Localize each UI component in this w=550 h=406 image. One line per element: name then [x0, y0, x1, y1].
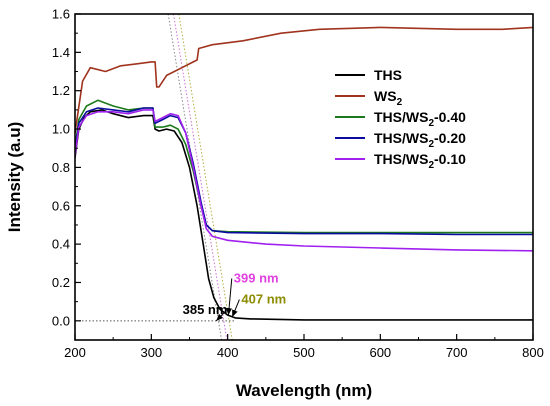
annotations: 385 nm 399 nm 407 nm — [183, 270, 286, 322]
annotation-arrow — [226, 278, 233, 316]
tangent-line — [178, 14, 233, 340]
legend: THS WS2THS/WS2-0.40THS/WS2-0.20THS/WS2-0.… — [335, 67, 466, 171]
x-axis-ticks: 200 300 400 500 600 700 800 — [64, 334, 544, 360]
x-tick-label: 700 — [446, 345, 468, 360]
series-line — [75, 99, 533, 234]
annotation-arrow — [231, 299, 240, 318]
x-tick-label: 300 — [140, 345, 162, 360]
y-axis-ticks: 0.0 0.2 0.4 0.6 0.8 1.0 1.2 1.4 1.6 — [52, 7, 81, 328]
series-line — [75, 109, 533, 321]
y-tick-label: 0.2 — [52, 275, 70, 290]
legend-label: THS/WS2-0.10 — [374, 151, 466, 171]
x-tick-label: 400 — [217, 345, 239, 360]
x-tick-label: 800 — [522, 345, 544, 360]
legend-label: THS/WS2-0.20 — [374, 130, 466, 150]
annotation-label: 399 nm — [234, 270, 279, 285]
legend-label: THS/WS2-0.40 — [374, 109, 466, 129]
y-tick-label: 1.0 — [52, 122, 70, 137]
y-tick-label: 1.4 — [52, 45, 70, 60]
y-tick-label: 0.0 — [52, 313, 70, 328]
legend-label: THS — [374, 67, 402, 83]
y-axis-title: Intensity (a.u) — [5, 122, 24, 233]
x-tick-label: 600 — [369, 345, 391, 360]
annotation-label: 407 nm — [241, 292, 286, 307]
series-lines — [75, 26, 533, 321]
series-line — [75, 107, 533, 236]
y-tick-label: 0.6 — [52, 198, 70, 213]
y-tick-label: 0.4 — [52, 237, 70, 252]
x-tick-label: 500 — [293, 345, 315, 360]
tangent-lines — [167, 14, 233, 340]
annotation-arrow — [215, 309, 227, 322]
annotation-label: 385 nm — [183, 302, 228, 317]
series-line — [75, 109, 533, 252]
series-line — [75, 26, 533, 134]
y-tick-label: 1.2 — [52, 83, 70, 98]
y-tick-label: 1.6 — [52, 7, 70, 22]
tangent-line — [172, 14, 228, 340]
x-tick-label: 200 — [64, 345, 86, 360]
y-tick-label: 0.8 — [52, 160, 70, 175]
legend-label: WS2 — [374, 88, 403, 108]
x-axis-title: Wavelength (nm) — [236, 381, 372, 400]
